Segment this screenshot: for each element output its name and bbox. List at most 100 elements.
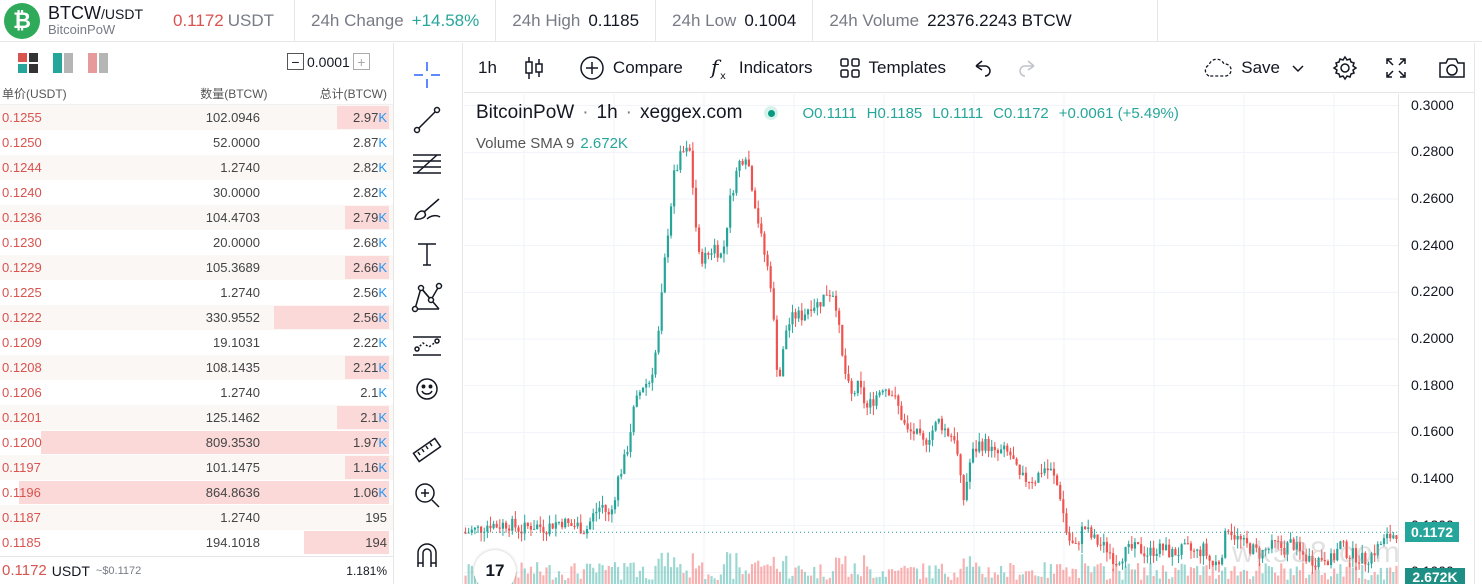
volume-bar: [1264, 563, 1267, 584]
candle-body: [838, 310, 841, 325]
emoji-icon[interactable]: [409, 371, 445, 407]
candle-body: [623, 454, 626, 474]
volume-bar: [1174, 567, 1177, 584]
ask-row[interactable]: 0.1250 52.0000 2.87K: [0, 130, 393, 155]
ask-total: 2.56K: [260, 310, 393, 325]
templates-button[interactable]: Templates: [839, 57, 946, 79]
price-axis[interactable]: 0.10000.12000.14000.16000.18000.20000.22…: [1398, 94, 1474, 584]
volume-bar: [564, 579, 567, 584]
text-tool-icon[interactable]: [409, 236, 445, 272]
price-tick: 0.2400: [1411, 236, 1454, 253]
ask-row[interactable]: 0.1196 864.8636 1.06K: [0, 480, 393, 505]
pair-selector[interactable]: BTCW/USDT BitcoinPoW: [48, 4, 143, 37]
ask-row[interactable]: 0.1201 125.1462 2.1K: [0, 405, 393, 430]
ruler-icon[interactable]: [409, 432, 445, 468]
candle-body: [1155, 553, 1158, 556]
volume-bar: [1317, 569, 1320, 584]
magnet-icon[interactable]: [409, 537, 445, 573]
save-button[interactable]: Save: [1201, 57, 1314, 79]
volume-bar: [794, 567, 797, 584]
candle-body: [657, 330, 660, 353]
volume-bar: [1027, 571, 1031, 584]
settings-gear-icon[interactable]: [1332, 55, 1366, 81]
ask-row[interactable]: 0.1244 1.2740 2.82K: [0, 155, 393, 180]
undo-icon[interactable]: [972, 57, 1002, 79]
header-divider: [1157, 0, 1158, 42]
volume-bar: [1012, 565, 1015, 584]
volume-bar: [1189, 567, 1193, 584]
candle-body: [1202, 543, 1205, 557]
volume-bar: [1283, 568, 1286, 584]
ask-row[interactable]: 0.1229 105.3689 2.66K: [0, 255, 393, 280]
ask-price: 0.1240: [2, 185, 42, 200]
forecast-icon[interactable]: [409, 327, 445, 363]
candle-body: [1084, 526, 1087, 530]
fib-retracement-icon[interactable]: [409, 146, 445, 182]
ask-row[interactable]: 0.1185 194.1018 194: [0, 530, 393, 555]
volume-bar: [710, 576, 713, 584]
price-chart[interactable]: [464, 94, 1398, 584]
ask-row[interactable]: 0.1236 104.4703 2.79K: [0, 205, 393, 230]
ask-row[interactable]: 0.1187 1.2740 195: [0, 505, 393, 530]
thousands-suffix: K: [378, 335, 387, 350]
precision-increase-button[interactable]: +: [352, 53, 370, 70]
volume-bar: [1221, 570, 1224, 584]
volume-bar: [785, 555, 788, 584]
volume-bar: [859, 576, 863, 584]
tradingview-logo-icon[interactable]: 17: [474, 550, 516, 584]
both-sides-view-icon[interactable]: [18, 53, 38, 73]
volume-bar: [778, 571, 782, 584]
fullscreen-icon[interactable]: [1384, 56, 1416, 80]
candle-body: [501, 522, 505, 529]
ask-row[interactable]: 0.1200 809.3530 1.97K: [0, 430, 393, 455]
ask-row[interactable]: 0.1208 108.1435 2.21K: [0, 355, 393, 380]
candle-body: [1298, 542, 1302, 552]
candle-body: [1273, 540, 1277, 542]
candle-body: [1158, 543, 1161, 554]
ask-row[interactable]: 0.1206 1.2740 2.1K: [0, 380, 393, 405]
zoom-in-icon[interactable]: [409, 477, 445, 513]
pattern-icon[interactable]: [409, 280, 445, 316]
ask-row[interactable]: 0.1222 330.9552 2.56K: [0, 305, 393, 330]
footer-unit: USDT: [51, 562, 90, 579]
volume-bar: [1164, 571, 1168, 584]
ask-row[interactable]: 0.1225 1.2740 2.56K: [0, 280, 393, 305]
candle-body: [1115, 564, 1118, 566]
bids-view-icon[interactable]: [53, 53, 73, 73]
brush-icon[interactable]: [409, 191, 445, 227]
volume-bar: [610, 567, 613, 584]
volume-bar: [1071, 568, 1074, 584]
compare-button[interactable]: Compare: [579, 55, 683, 81]
volume-bar: [473, 575, 476, 584]
ask-row[interactable]: 0.1209 19.1031 2.22K: [0, 330, 393, 355]
volume-bar: [862, 555, 866, 584]
crosshair-icon[interactable]: [409, 57, 445, 93]
candle-type-icon[interactable]: [523, 55, 553, 81]
ask-price: 0.1255: [2, 110, 42, 125]
camera-icon[interactable]: [1438, 56, 1474, 80]
candle-body: [613, 500, 617, 510]
trend-line-icon[interactable]: [409, 102, 445, 138]
symbol: BTCW: [48, 3, 101, 24]
quote-currency: /USDT: [101, 6, 143, 23]
interval-button[interactable]: 1h: [478, 57, 497, 77]
redo-icon[interactable]: [1016, 57, 1046, 79]
candle-body: [965, 481, 968, 501]
last-price: 0.1172 USDT: [173, 10, 275, 30]
ask-row[interactable]: 0.1230 20.0000 2.68K: [0, 230, 393, 255]
precision-decrease-button[interactable]: −: [287, 53, 304, 70]
volume-bar: [1336, 573, 1339, 584]
legend-low: L0.1111: [932, 104, 984, 122]
volume-bar: [1354, 566, 1358, 584]
volume-bar: [993, 572, 996, 584]
candle-body: [999, 449, 1003, 454]
ask-row[interactable]: 0.1255 102.0946 2.97K: [0, 105, 393, 130]
ask-row[interactable]: 0.1197 101.1475 1.16K: [0, 455, 393, 480]
volume-bar: [1003, 572, 1006, 584]
asks-view-icon[interactable]: [88, 53, 108, 73]
volume-bar: [704, 579, 707, 584]
candle-body: [1320, 557, 1323, 560]
volume-bar: [965, 566, 968, 584]
ask-row[interactable]: 0.1240 30.0000 2.82K: [0, 180, 393, 205]
